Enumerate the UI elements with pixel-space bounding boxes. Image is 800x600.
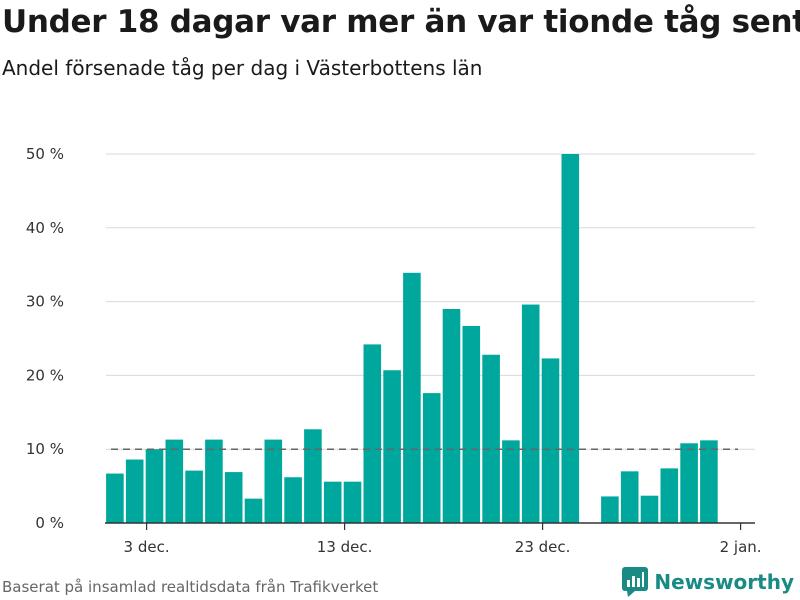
bar (363, 344, 382, 523)
bars (106, 154, 718, 523)
y-tick-label: 0 % (35, 514, 64, 532)
x-tick-label: 3 dec. (124, 538, 170, 556)
x-tick-label: 13 dec. (317, 538, 373, 556)
bar (125, 459, 144, 523)
bar (165, 439, 184, 523)
bar (403, 272, 421, 523)
bar (541, 358, 560, 523)
bar (264, 439, 283, 523)
bar (502, 440, 520, 523)
x-tick-label: 23 dec. (515, 538, 571, 556)
bar (700, 440, 718, 523)
bar (343, 481, 362, 523)
bar (680, 443, 698, 523)
bar (106, 473, 124, 523)
bar (422, 393, 441, 523)
bar (244, 498, 263, 523)
brand-logo: Newsworthy (622, 567, 794, 597)
bar (145, 449, 164, 523)
bar (660, 468, 679, 523)
axes: 0 % 10 % 20 % 30 % 40 % 50 % 3 dec. 13 dec. 23 d… (26, 145, 762, 556)
newsworthy-logo-icon (622, 567, 649, 597)
bar (640, 495, 659, 523)
y-tick-label: 40 % (26, 219, 64, 237)
bar (442, 308, 461, 523)
bar (462, 325, 481, 523)
y-tick-label: 10 % (26, 440, 64, 458)
brand-name: Newsworthy (654, 570, 794, 594)
bar (284, 477, 302, 523)
chart-title: Under 18 dagar var mer än var tionde tåg… (2, 4, 800, 40)
source-note: Baserat på insamlad realtidsdata från Tr… (2, 578, 379, 596)
bar (383, 370, 401, 523)
bar (482, 354, 500, 523)
bar (304, 429, 322, 523)
bar (620, 471, 639, 523)
y-tick-label: 50 % (26, 145, 64, 163)
bar (561, 154, 580, 523)
bar (205, 439, 223, 523)
y-tick-label: 20 % (26, 366, 64, 384)
bar (601, 496, 619, 523)
bar (323, 481, 342, 523)
y-tick-label: 30 % (26, 293, 64, 311)
bar (224, 472, 243, 523)
chart-subtitle: Andel försenade tåg per dag i Västerbott… (2, 56, 483, 80)
bar (185, 470, 203, 523)
bar (521, 304, 540, 523)
x-tick-label: 2 jan. (720, 538, 762, 556)
